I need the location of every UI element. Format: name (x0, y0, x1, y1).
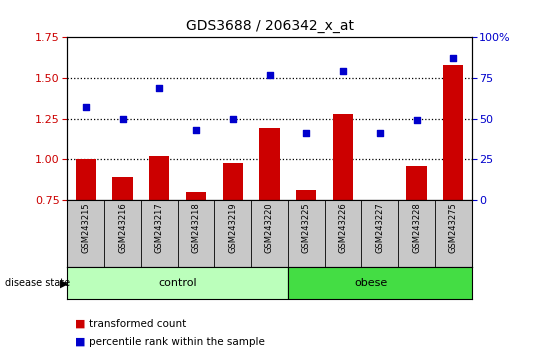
Text: GSM243228: GSM243228 (412, 203, 421, 253)
Point (155, 85, 163, 91)
Bar (296, 190, 316, 200)
Text: GSM243220: GSM243220 (265, 203, 274, 253)
Text: ▶: ▶ (60, 278, 69, 288)
Point (302, 130, 310, 136)
Text: control: control (158, 278, 197, 288)
Point (338, 69, 347, 74)
Bar (370, 200, 390, 202)
Text: transformed count: transformed count (89, 319, 186, 329)
Bar (149, 156, 169, 200)
Text: obese: obese (354, 278, 387, 288)
Point (229, 116, 237, 121)
Bar (67, 267, 288, 299)
Text: GSM243219: GSM243219 (228, 203, 237, 253)
Text: GSM243216: GSM243216 (118, 203, 127, 253)
Bar (333, 114, 353, 200)
Point (265, 72, 274, 78)
Bar (288, 267, 472, 299)
Point (118, 116, 127, 121)
Bar (406, 166, 426, 200)
Bar (75, 159, 96, 200)
Text: GSM243217: GSM243217 (155, 203, 164, 253)
Point (192, 127, 201, 133)
Text: ■: ■ (75, 337, 86, 347)
Text: GSM243226: GSM243226 (338, 203, 348, 253)
Point (449, 56, 458, 61)
Bar (223, 162, 243, 200)
Point (412, 118, 421, 123)
Title: GDS3688 / 206342_x_at: GDS3688 / 206342_x_at (185, 19, 354, 33)
Text: ■: ■ (75, 319, 86, 329)
Bar (113, 177, 133, 200)
Text: percentile rank within the sample: percentile rank within the sample (89, 337, 265, 347)
Text: GSM243215: GSM243215 (81, 203, 90, 253)
Point (81, 104, 90, 110)
Bar (443, 65, 464, 200)
Point (376, 130, 384, 136)
Text: GSM243275: GSM243275 (449, 203, 458, 253)
Text: GSM243218: GSM243218 (191, 203, 201, 253)
Text: GSM243227: GSM243227 (375, 203, 384, 253)
Bar (186, 192, 206, 200)
Text: disease state: disease state (5, 278, 71, 288)
Text: GSM243225: GSM243225 (302, 203, 311, 253)
Bar (259, 129, 280, 200)
